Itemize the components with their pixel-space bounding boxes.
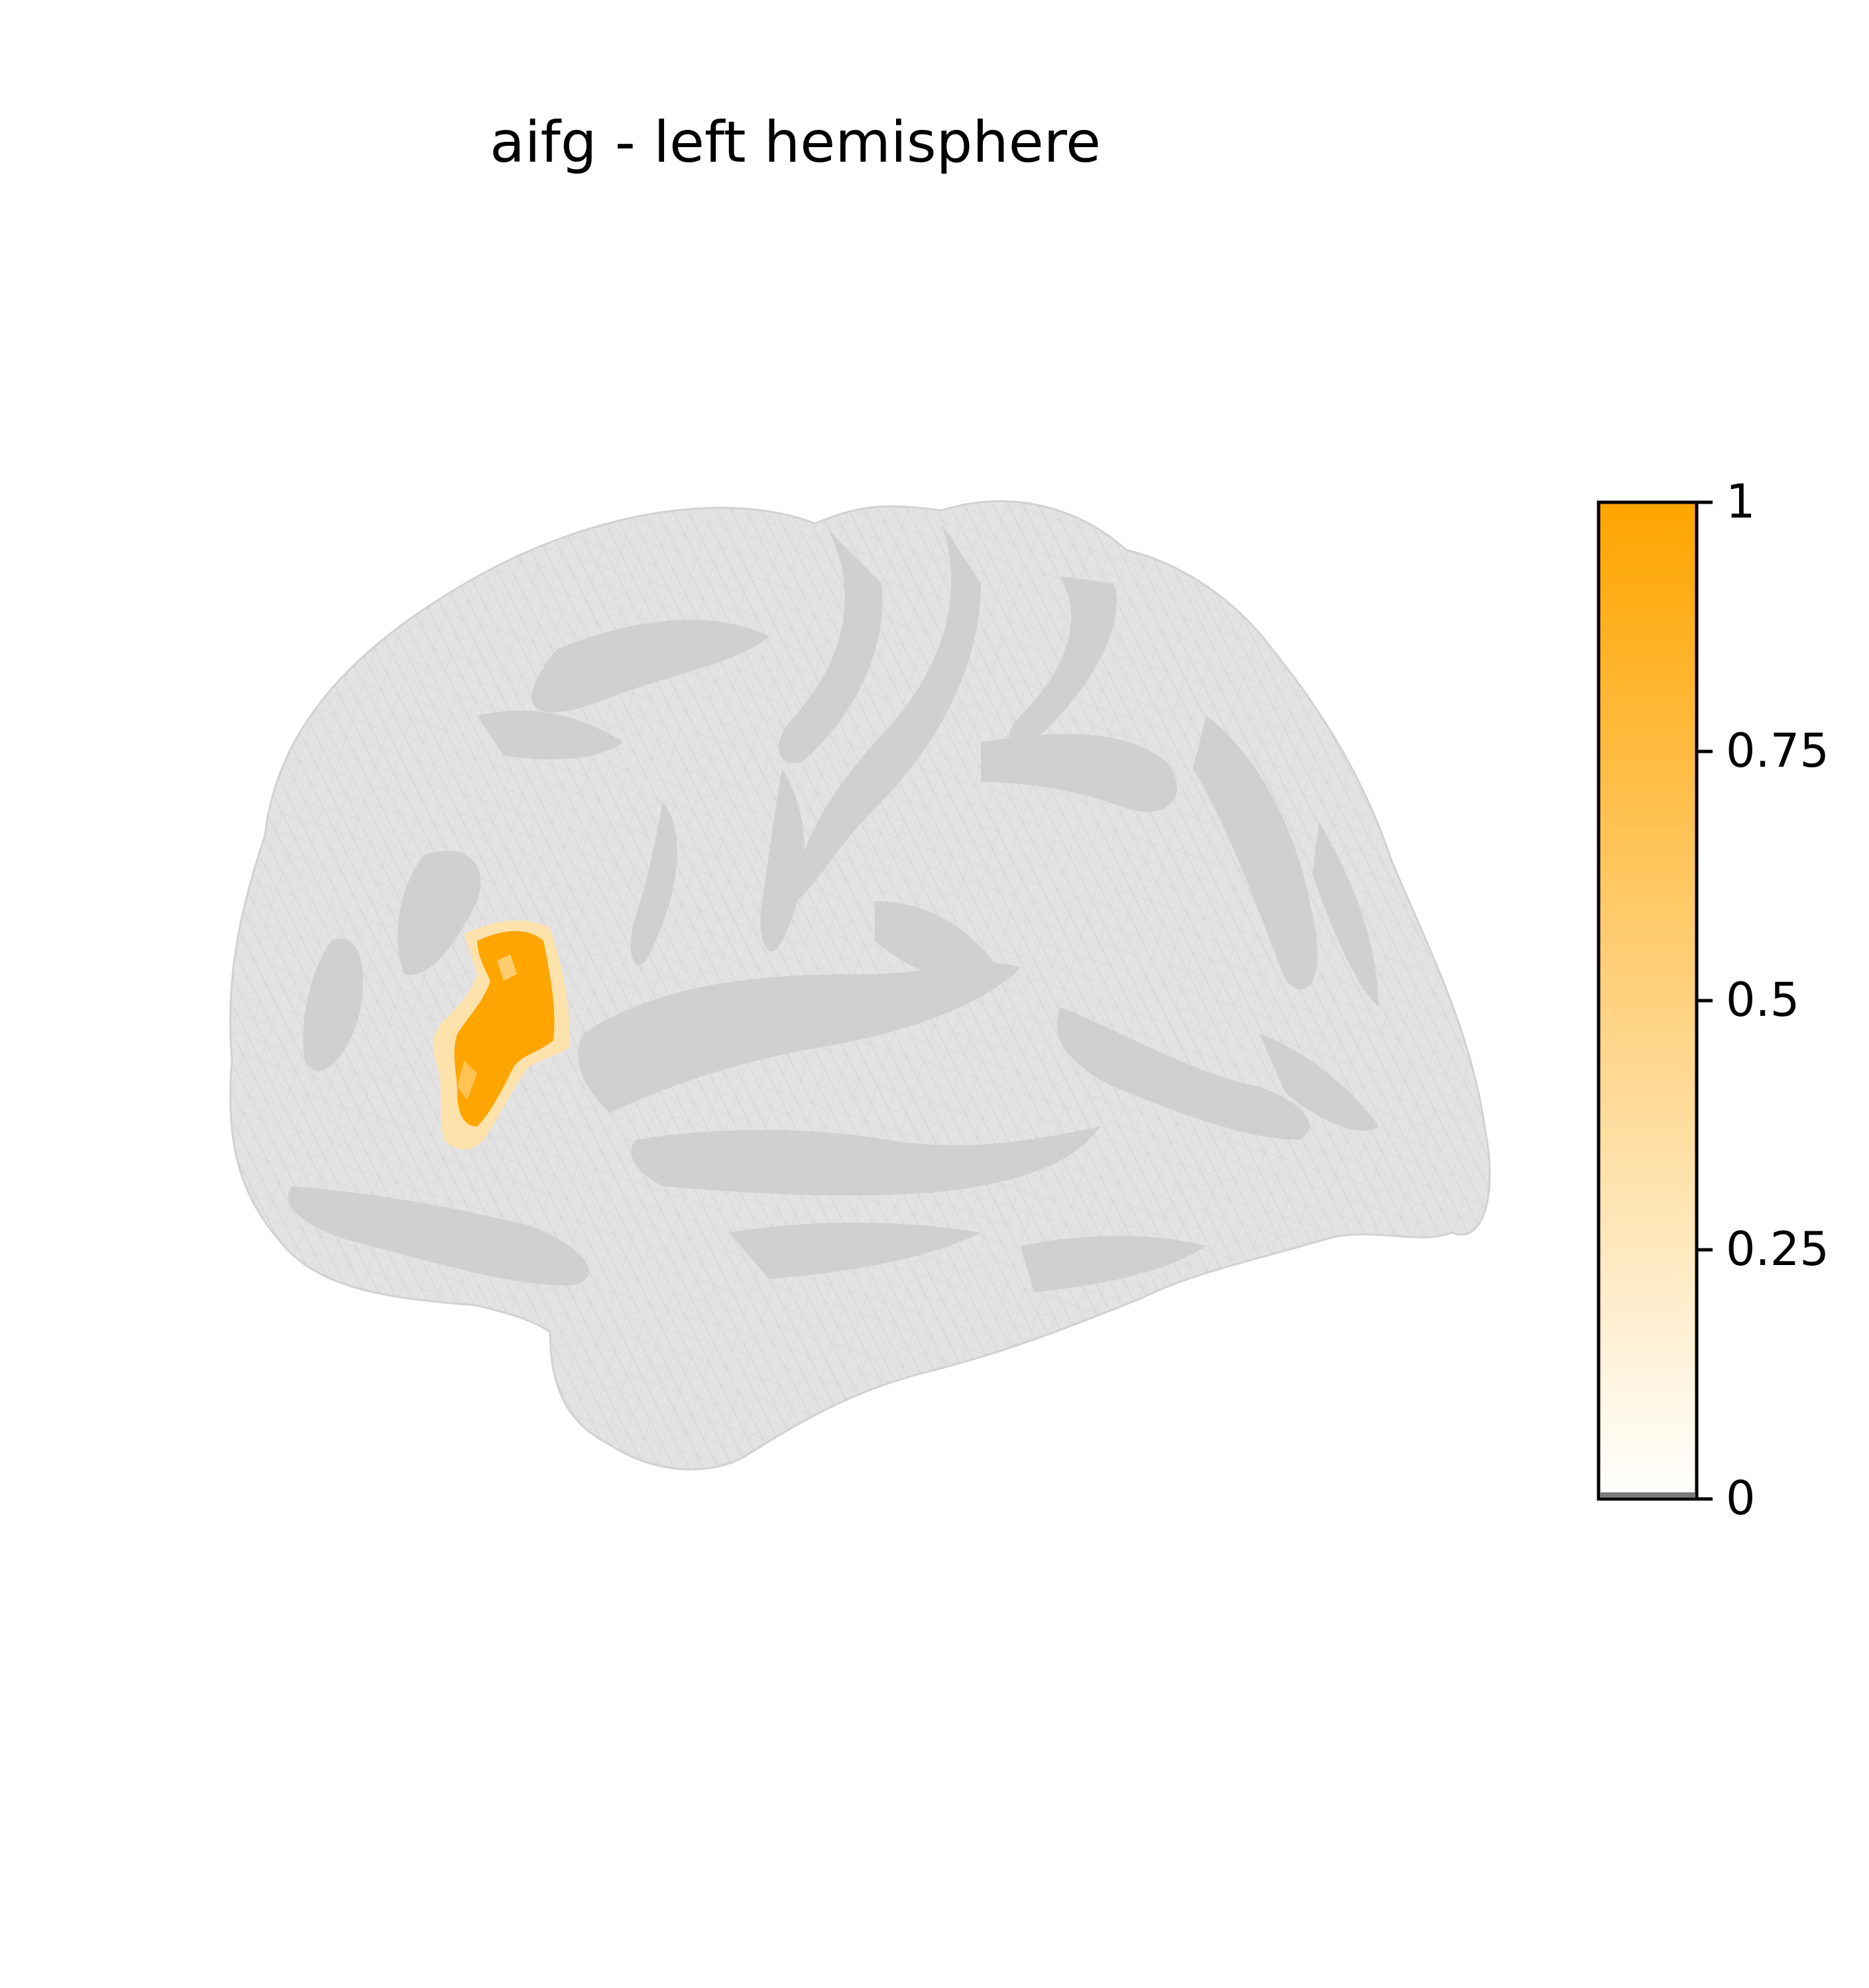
figure-title: aifg - left hemisphere [489, 109, 1102, 176]
colorbar-tick-label: 1 [1726, 474, 1756, 529]
colorbar-tick-label: 0 [1726, 1471, 1756, 1525]
cortex-surface [229, 500, 1491, 1470]
colorbar-tick-label: 0.25 [1726, 1222, 1829, 1276]
colorbar-underflow-strip [1600, 1492, 1695, 1498]
colorbar-tick-label: 0.75 [1726, 724, 1829, 778]
highlight-region [433, 920, 570, 1150]
colorbar-ticks [1697, 500, 1713, 1501]
sulci [288, 524, 1379, 1292]
colorbar-tick-label: 0.5 [1726, 973, 1800, 1027]
colorbar-body [1597, 500, 1699, 1501]
